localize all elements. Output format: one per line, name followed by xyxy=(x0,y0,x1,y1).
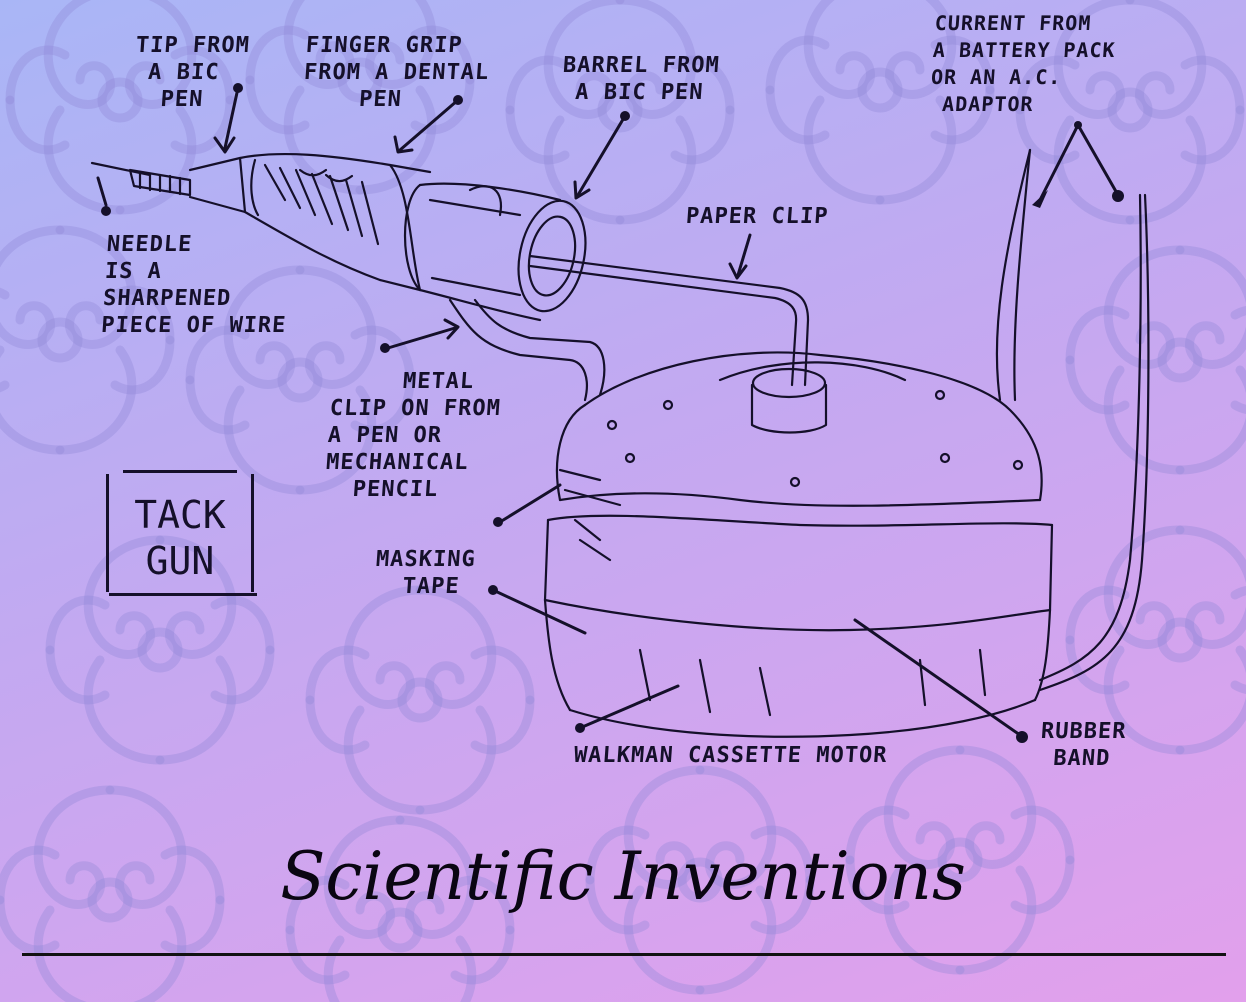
needle-drawing xyxy=(90,161,192,197)
label-paper-clip: PAPER CLIP xyxy=(685,204,830,229)
title-divider xyxy=(22,953,1226,956)
tack-gun-label: TACK GUN xyxy=(134,493,226,583)
pen-grip-drawing xyxy=(188,152,432,292)
annotation-arrows xyxy=(96,86,1120,737)
label-metal-clip: METAL CLIP ON FROM A PEN OR MECHANICAL P… xyxy=(323,369,502,502)
page-title: Scientific Inventions xyxy=(280,838,966,915)
label-finger-grip: FINGER GRIP FROM A DENTAL PEN xyxy=(301,33,491,112)
label-tip: TIP FROM A BIC PEN xyxy=(131,33,251,112)
label-battery: CURRENT FROM A BATTERY PACK OR AN A.C. A… xyxy=(928,11,1117,116)
arrow-dots xyxy=(101,83,1124,743)
label-rubber-band: RUBBER BAND xyxy=(1038,719,1128,771)
label-masking-tape: MASKING TAPE xyxy=(373,547,477,599)
paper-clip-drawing xyxy=(528,254,810,387)
label-needle: NEEDLE IS A SHARPENED PIECE OF WIRE xyxy=(100,232,288,338)
cassette-motor-drawing xyxy=(543,351,1054,738)
label-barrel: BARREL FROM A BIC PEN xyxy=(560,53,721,105)
label-motor: WALKMAN CASSETTE MOTOR xyxy=(573,743,889,768)
tack-gun-box: TACK GUN xyxy=(106,470,257,596)
power-cord-drawing xyxy=(995,148,1150,692)
metal-clip-drawing xyxy=(448,298,606,402)
